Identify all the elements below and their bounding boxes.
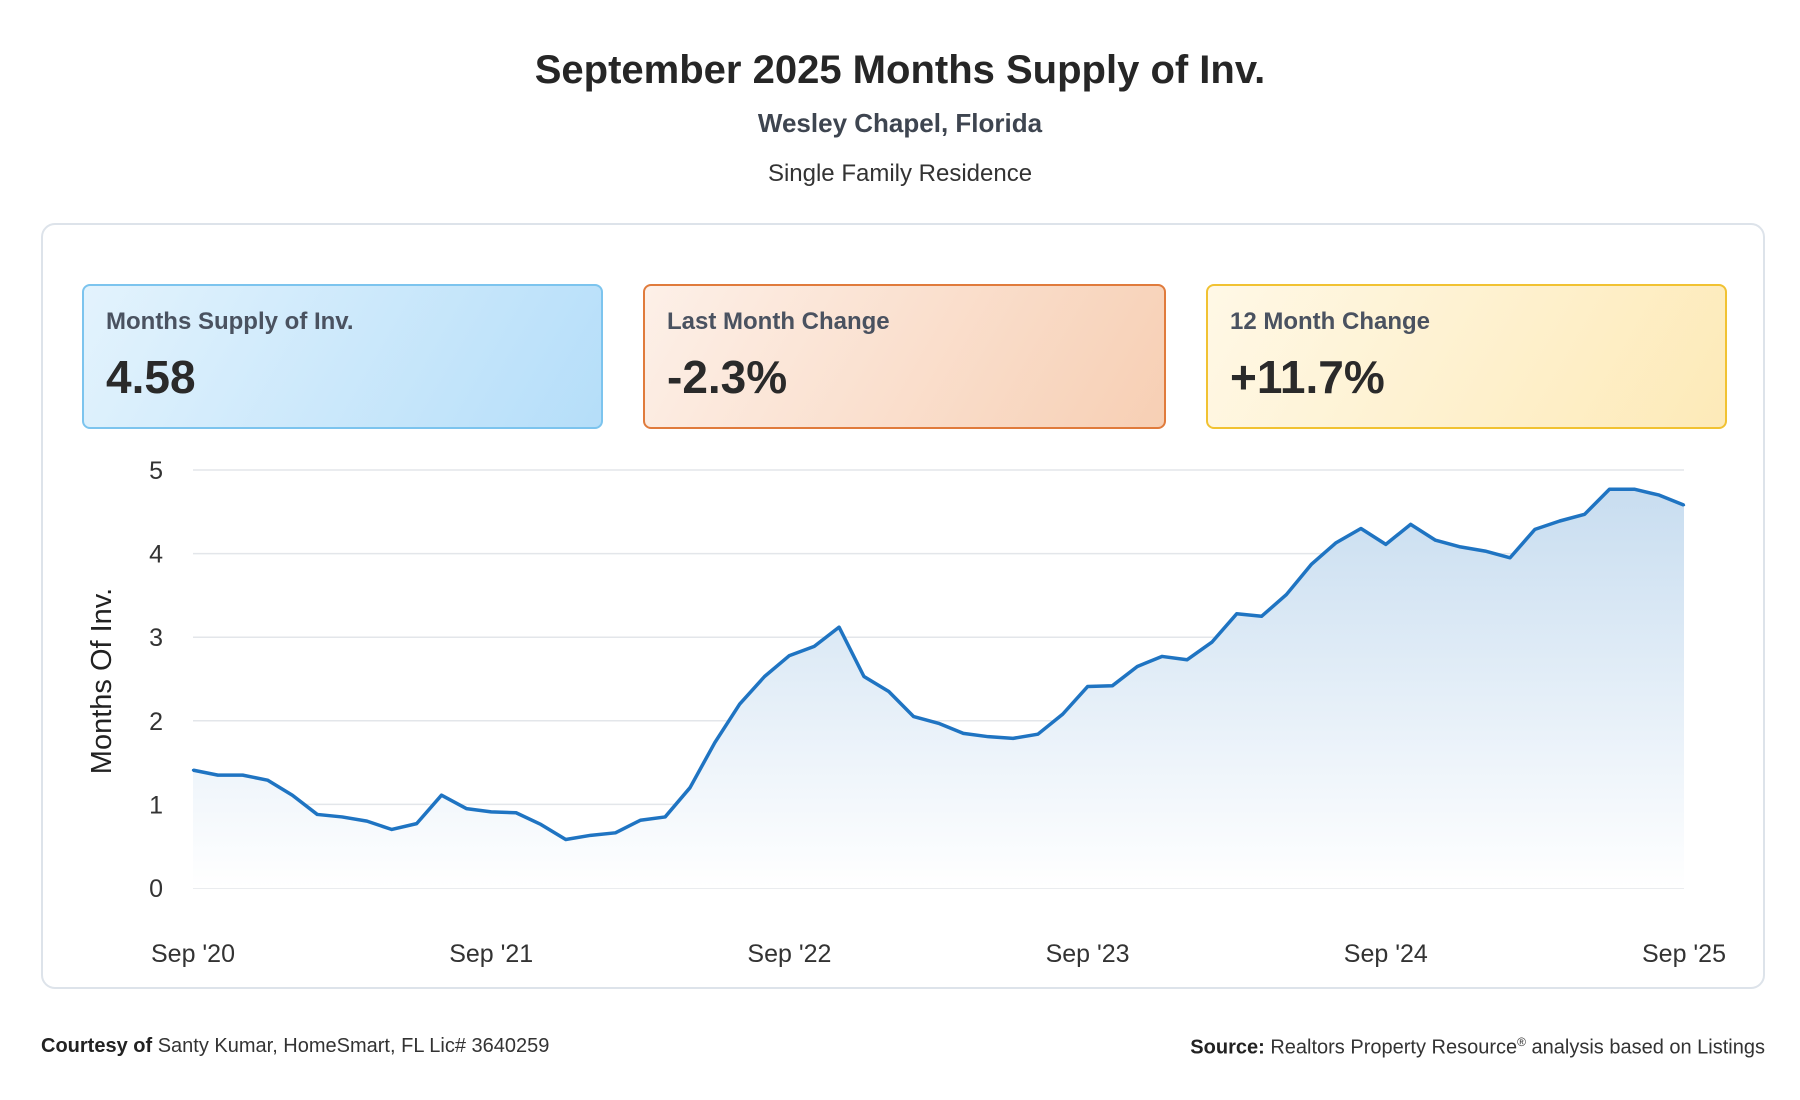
last-month-change-value: -2.3% (667, 351, 788, 403)
courtesy-footer: Courtesy of Santy Kumar, HomeSmart, FL L… (41, 1035, 549, 1058)
courtesy-label: Courtesy of (41, 1035, 153, 1057)
source-text-2: analysis based on Listings (1531, 1036, 1765, 1059)
source-footer: Source: Realtors Property Resource® anal… (1190, 1035, 1765, 1060)
source-label: Source: (1190, 1036, 1265, 1059)
twelve-month-change-label: 12 Month Change (1230, 308, 1431, 335)
last-month-change-label: Last Month Change (667, 308, 890, 335)
twelve-month-change-card: 12 Month Change +11.7% (1206, 284, 1727, 429)
supply-card: Months Supply of Inv. 4.58 (82, 284, 603, 429)
property-type-label: Single Family Residence (767, 160, 1033, 187)
last-month-change-card: Last Month Change -2.3% (643, 284, 1166, 429)
location-subtitle: Wesley Chapel, Florida (757, 108, 1043, 138)
page-title: September 2025 Months Supply of Inv. (534, 48, 1266, 92)
supply-card-value: 4.58 (106, 351, 196, 403)
twelve-month-change-value: +11.7% (1230, 351, 1385, 403)
source-text-1: Realtors Property Resource (1270, 1036, 1518, 1059)
registered-mark: ® (1517, 1035, 1526, 1049)
courtesy-text: Santy Kumar, HomeSmart, FL Lic# 3640259 (157, 1035, 550, 1057)
supply-card-label: Months Supply of Inv. (106, 308, 354, 335)
